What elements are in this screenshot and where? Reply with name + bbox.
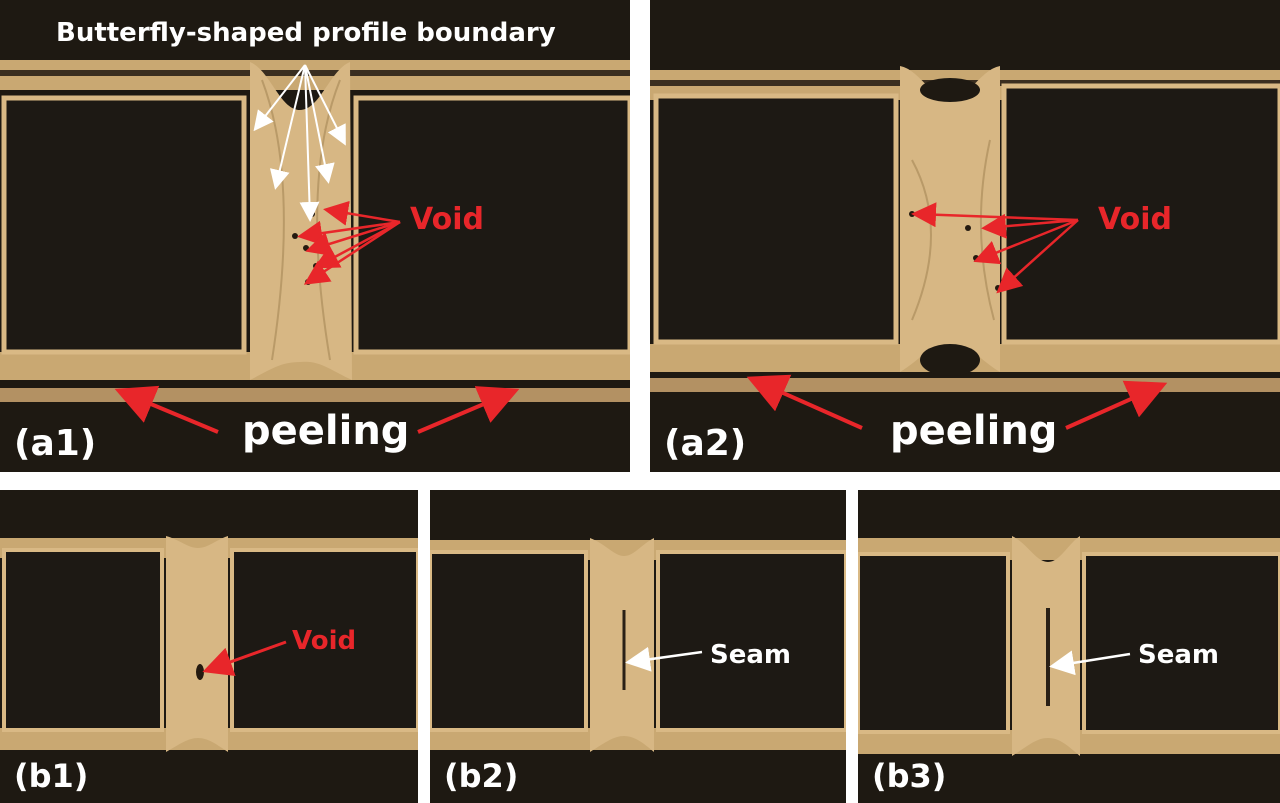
micrograph-a1 [0, 0, 630, 472]
panel-a1: Butterfly-shaped profile boundary Void p… [0, 0, 630, 472]
panel-b2: Seam (b2) [430, 490, 846, 803]
micrograph-a2 [650, 0, 1280, 472]
annotation-peeling: peeling [890, 408, 1058, 454]
micrograph-b2 [430, 490, 846, 803]
annotation-void: Void [410, 202, 484, 237]
annotation-void: Void [292, 626, 357, 656]
panel-label: (a2) [664, 423, 747, 464]
panel-a2: Void peeling (a2) [650, 0, 1280, 472]
panel-label: (b1) [14, 757, 89, 795]
panel-b1: Void (b1) [0, 490, 418, 803]
panel-b3: Seam (b3) [858, 490, 1280, 803]
micrograph-b1 [0, 490, 418, 803]
annotation-butterfly-boundary: Butterfly-shaped profile boundary [56, 18, 556, 48]
annotation-peeling: peeling [242, 408, 410, 454]
panel-label: (b3) [872, 757, 947, 795]
micrograph-b3 [858, 490, 1280, 803]
panel-label: (b2) [444, 757, 519, 795]
annotation-seam: Seam [1138, 640, 1219, 670]
annotation-seam: Seam [710, 640, 791, 670]
panel-label: (a1) [14, 423, 97, 464]
annotation-void: Void [1098, 202, 1172, 237]
